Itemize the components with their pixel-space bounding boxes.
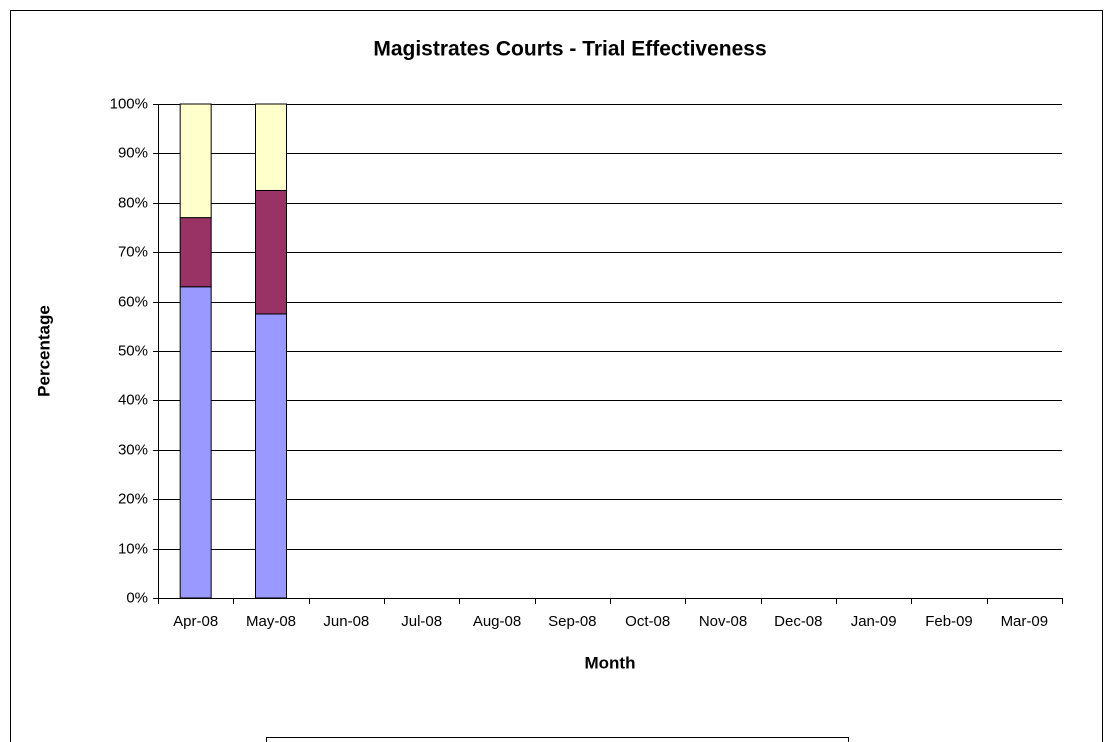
y-tick-label: 20% [118,490,148,507]
y-tick-label: 0% [126,589,148,606]
bar-segment [255,103,287,191]
legend-label: INEFFECTIVE [720,740,811,742]
y-tick-label: 50% [118,342,148,359]
x-tick-label: Aug-08 [473,613,521,630]
x-tick-label: Apr-08 [173,613,218,630]
x-tick-label: Oct-08 [625,613,670,630]
y-tick-label: 10% [118,540,148,557]
x-tick-label: Nov-08 [699,613,747,630]
y-tick-label: 60% [118,293,148,310]
x-tick-label: Jul-08 [401,613,442,630]
bar-segment [179,286,212,599]
y-tick-label: 70% [118,243,148,260]
bar-segment [255,313,287,599]
y-tick-label: 90% [118,144,148,161]
legend-box [266,737,849,742]
legend-label: EFFECTIVE [288,740,365,742]
bar-segment [179,217,212,288]
y-tick-label: 40% [118,391,148,408]
bar-segment [255,189,287,315]
y-axis-title: Percentage [34,305,53,397]
legend-label: CRACKED [601,740,669,742]
chart-frame [10,10,1103,742]
x-tick-label: Jan-09 [851,613,897,630]
bar-segment [179,103,212,219]
x-axis-title: Month [585,653,636,672]
y-tick-label: 30% [118,441,148,458]
x-tick-label: May-08 [246,613,296,630]
chart-title: Magistrates Courts - Trial Effectiveness [373,38,766,61]
y-tick-label: 100% [110,95,148,112]
x-tick-label: Feb-09 [925,613,973,630]
y-tick-label: 80% [118,194,148,211]
x-tick-label: Jun-08 [323,613,369,630]
x-tick-label: Mar-09 [1001,613,1049,630]
x-tick-label: Sep-08 [548,613,596,630]
x-tick-label: Dec-08 [774,613,822,630]
